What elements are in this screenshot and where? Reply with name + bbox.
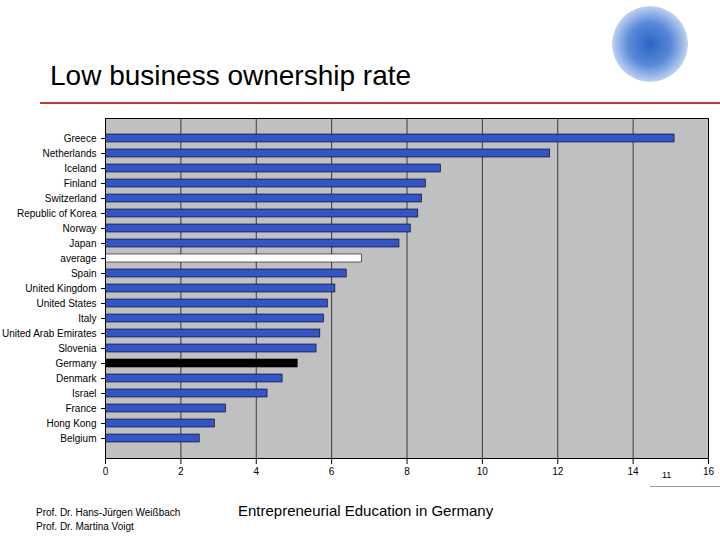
- svg-text:Denmark: Denmark: [56, 373, 98, 384]
- html-text:11: 11: [662, 470, 672, 480]
- html-text:Low business ownership rate: Low business ownership rate: [50, 60, 412, 91]
- html-text:Prof. Dr. Martina Voigt: Prof. Dr. Martina Voigt: [36, 521, 134, 532]
- svg-text:8: 8: [404, 466, 410, 477]
- svg-text:Republic of Korea: Republic of Korea: [17, 208, 97, 219]
- svg-text:Switzerland: Switzerland: [45, 193, 97, 204]
- svg-text:United Arab Emirates: United Arab Emirates: [2, 328, 97, 339]
- svg-text:Spain: Spain: [71, 268, 97, 279]
- svg-text:Greece: Greece: [64, 133, 97, 144]
- html-text:Prof. Dr. Hans-Jürgen Weißbach: Prof. Dr. Hans-Jürgen Weißbach: [36, 507, 181, 518]
- svg-text:Hong Kong: Hong Kong: [46, 418, 96, 429]
- svg-text:2: 2: [178, 466, 184, 477]
- svg-text:14: 14: [628, 466, 640, 477]
- html-text:Entrepreneurial Education in G: Entrepreneurial Education in Germany: [238, 502, 494, 519]
- svg-text:10: 10: [477, 466, 489, 477]
- svg-text:United Kingdom: United Kingdom: [25, 283, 96, 294]
- svg-text:Italy: Italy: [78, 313, 96, 324]
- svg-text:4: 4: [253, 466, 259, 477]
- svg-text:12: 12: [552, 466, 564, 477]
- svg-text:Netherlands: Netherlands: [43, 148, 97, 159]
- svg-text:Finland: Finland: [64, 178, 97, 189]
- svg-text:Israel: Israel: [72, 388, 96, 399]
- svg-text:average: average: [60, 253, 97, 264]
- svg-text:Belgium: Belgium: [60, 433, 96, 444]
- svg-text:Norway: Norway: [63, 223, 97, 234]
- svg-text:Germany: Germany: [55, 358, 96, 369]
- svg-text:United States: United States: [36, 298, 96, 309]
- svg-text:16: 16: [703, 466, 715, 477]
- svg-text:6: 6: [329, 466, 335, 477]
- svg-text:Slovenia: Slovenia: [58, 343, 97, 354]
- svg-text:France: France: [65, 403, 97, 414]
- svg-text:Japan: Japan: [69, 238, 96, 249]
- svg-text:0: 0: [103, 466, 109, 477]
- svg-text:Iceland: Iceland: [64, 163, 96, 174]
